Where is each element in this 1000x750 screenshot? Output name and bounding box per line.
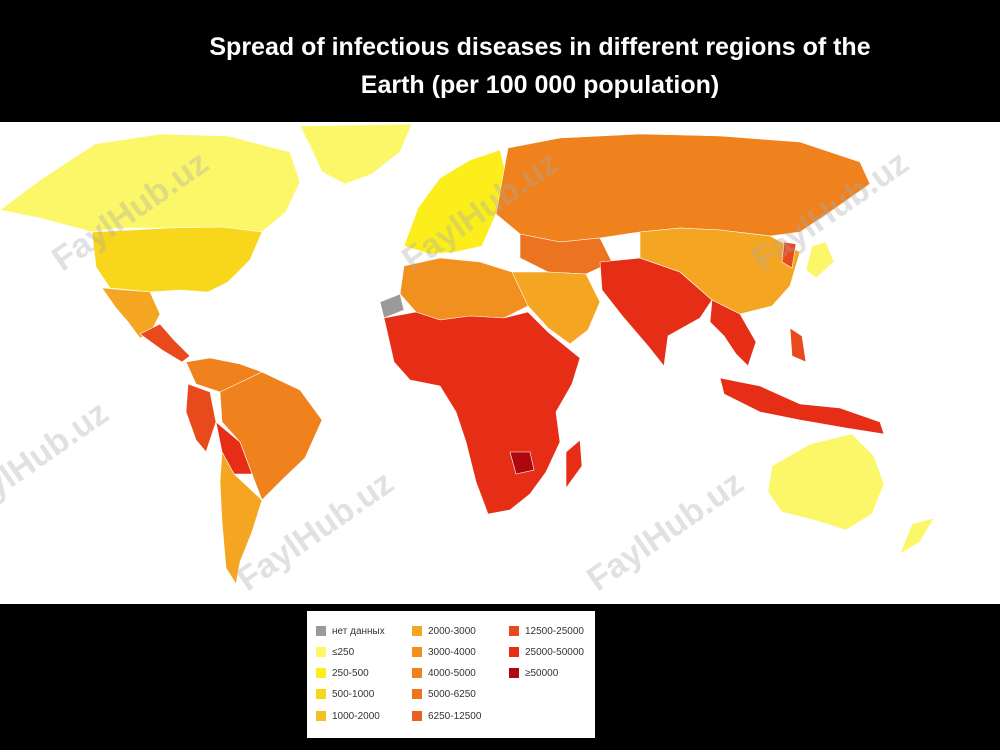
region-north-africa [399,257,529,321]
legend-label: 250-500 [332,667,369,679]
legend-label: 6250-12500 [428,710,482,722]
legend-item-7: 4000-5000 [412,665,476,681]
region-argentina-chile [219,450,263,585]
legend-swatch [412,668,422,678]
legend-swatch [412,626,422,636]
map-title-line-1: Spread of infectious diseases in differe… [209,33,871,61]
legend-item-9: 6250-12500 [412,708,481,724]
legend-label: ≤250 [332,646,355,658]
legend-label: 5000-6250 [428,688,476,700]
legend-label: 1000-2000 [332,710,380,722]
region-australia [767,433,885,531]
legend-item-8: 5000-6250 [412,686,476,702]
region-greenland [299,123,413,185]
region-usa [91,226,263,293]
legend-label: 25000-50000 [525,646,584,658]
legend-item-6: 3000-4000 [412,644,476,660]
region-korea [781,241,797,269]
region-sub-saharan-africa [383,311,581,515]
region-madagascar [565,439,583,489]
legend-item-5: 2000-3000 [412,623,476,639]
legend-label: нет данных [332,625,385,637]
region-central-asia [519,233,613,275]
legend-item-12: ≥50000 [509,665,558,681]
legend-item-11: 25000-50000 [509,644,584,660]
legend-swatch [412,689,422,699]
world-map-svg [0,123,935,585]
map-title: Spread of infectious diseases in differe… [100,28,980,104]
legend-item-1: ≤250 [316,644,354,660]
legend-label: 12500-25000 [525,625,584,637]
legend-item-2: 250-500 [316,665,369,681]
legend-swatch [509,647,519,657]
region-indonesia [719,377,885,435]
legend-label: 3000-4000 [428,646,476,658]
legend-swatch [509,626,519,636]
region-europe [403,149,509,255]
map-legend: нет данных ≤250 250-500 500-1000 1000-20… [307,611,595,738]
legend-label: 500-1000 [332,688,375,700]
region-japan [805,241,835,279]
legend-label: ≥50000 [525,667,559,679]
legend-item-3: 500-1000 [316,686,374,702]
region-china [639,227,801,315]
region-philippines [789,327,807,363]
region-bolivia [215,421,253,475]
legend-swatch [412,647,422,657]
region-russia [495,133,871,243]
region-western-sahara [379,293,405,319]
legend-swatch [316,668,326,678]
legend-swatch [316,647,326,657]
legend-swatch [509,668,519,678]
region-central-america [139,323,191,363]
legend-item-4: 1000-2000 [316,708,380,724]
region-brazil [219,371,323,501]
map-title-line-2: Earth (per 100 000 population) [360,71,720,99]
region-canada [0,133,301,233]
region-peru [185,383,217,453]
region-new-zealand [899,517,935,555]
legend-swatch [316,689,326,699]
legend-item-10: 12500-25000 [509,623,584,639]
legend-swatch [316,626,326,636]
legend-item-0: нет данных [316,623,385,639]
world-map: FaylHub.uz FaylHub.uz FaylHub.uz FaylHub… [0,122,1000,604]
legend-swatch [412,711,422,721]
legend-label: 4000-5000 [428,667,476,679]
region-southern-africa-peak [509,451,535,475]
legend-swatch [316,711,326,721]
region-southeast-asia [709,299,757,367]
legend-label: 2000-3000 [428,625,476,637]
